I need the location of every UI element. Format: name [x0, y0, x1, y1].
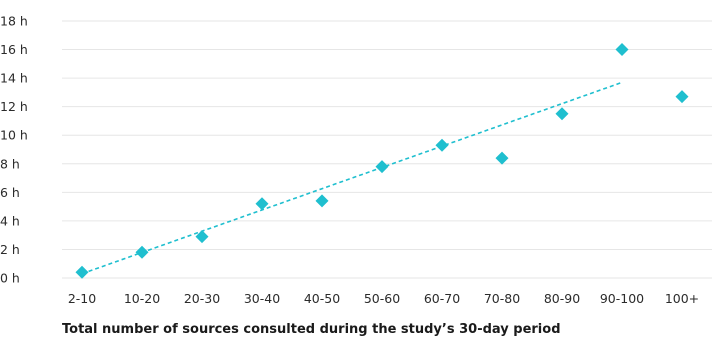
data-point-diamond [135, 245, 149, 259]
x-tick-label: 30-40 [244, 291, 280, 306]
data-point-diamond [675, 90, 689, 104]
data-point-diamond [615, 43, 629, 57]
data-point-diamond [495, 151, 509, 165]
x-tick-label: 60-70 [424, 291, 460, 306]
x-tick-label: 50-60 [364, 291, 400, 306]
data-point-diamond [195, 230, 209, 244]
data-point-diamond [75, 265, 89, 279]
trendline [81, 81, 623, 275]
x-axis: 2-10 10-20 20-30 30-40 40-50 50-60 60-70 70-80 8… [68, 291, 699, 306]
x-axis-label: Total number of sources consulted during… [62, 322, 561, 337]
data-point-diamond [555, 107, 569, 121]
y-tick-label: 8 h [0, 156, 20, 171]
x-tick-label: 40-50 [304, 291, 340, 306]
y-tick-label: 0 h [0, 271, 20, 286]
x-tick-label: 2-10 [68, 291, 96, 306]
data-point-diamond [435, 138, 449, 152]
y-tick-label: 4 h [0, 213, 20, 228]
y-tick-label: 18 h [0, 14, 28, 29]
grid-layer [62, 20, 712, 279]
x-tick-label: 70-80 [484, 291, 520, 306]
y-tick-label: 16 h [0, 42, 28, 57]
y-tick-label: 10 h [0, 128, 28, 143]
y-tick-label: 12 h [0, 99, 28, 114]
y-tick-label: 14 h [0, 71, 28, 86]
data-point-diamond [315, 194, 329, 208]
y-axis: 0 h 2 h 4 h 6 h 8 h 10 h 12 h 14 h 16 h 18 h [0, 14, 28, 286]
trendline-layer [81, 81, 623, 275]
data-points [75, 43, 689, 279]
x-tick-label: 90-100 [600, 291, 644, 306]
x-tick-label: 100+ [665, 291, 699, 306]
data-point-diamond [375, 160, 389, 174]
x-tick-label: 20-30 [184, 291, 220, 306]
x-tick-label: 80-90 [544, 291, 580, 306]
data-point-diamond [255, 197, 269, 211]
y-tick-label: 2 h [0, 242, 20, 257]
x-tick-label: 10-20 [124, 291, 160, 306]
y-tick-label: 6 h [0, 185, 20, 200]
